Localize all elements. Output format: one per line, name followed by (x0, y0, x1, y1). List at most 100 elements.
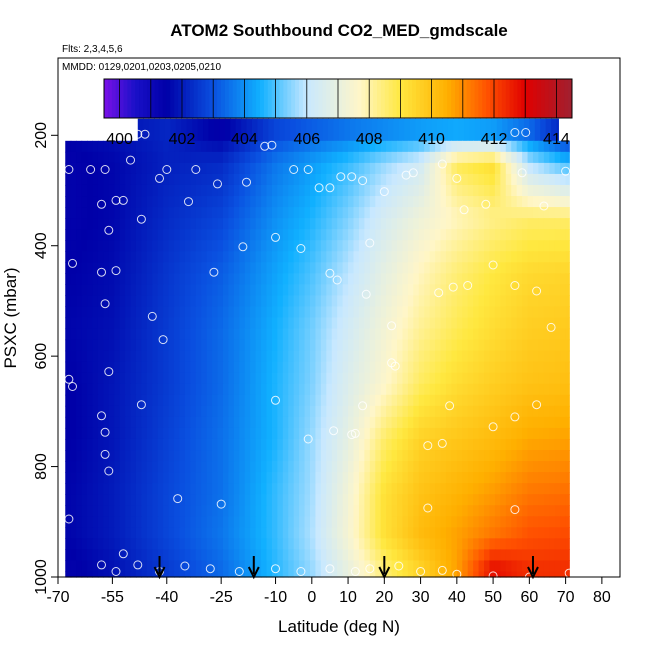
heatmap-cell (309, 560, 317, 573)
heatmap-cell (114, 538, 121, 550)
heatmap-cell (560, 207, 567, 219)
heatmap-cell (315, 549, 322, 562)
heatmap-cell (168, 151, 175, 164)
heatmap-cell (184, 240, 191, 252)
heatmap-cell (456, 295, 463, 308)
heatmap-cell (369, 196, 376, 208)
heatmap-cell (233, 472, 240, 484)
heatmap-cell (114, 306, 121, 319)
heatmap-cell (70, 383, 77, 396)
heatmap-cell (228, 140, 235, 153)
heatmap-cell (494, 372, 501, 385)
heatmap-cell (87, 251, 94, 263)
heatmap-cell (299, 438, 306, 451)
heatmap-cell (163, 405, 170, 418)
heatmap-cell (103, 162, 110, 175)
heatmap-cell (386, 538, 393, 550)
heatmap-cell (473, 494, 480, 506)
heatmap-cell (543, 516, 550, 528)
heatmap-cell (507, 118, 514, 142)
heatmap-cell (435, 328, 442, 341)
heatmap-cell (451, 416, 458, 429)
heatmap-cell (435, 317, 442, 330)
heatmap-cell (266, 262, 273, 274)
heatmap-cell (288, 240, 295, 252)
heatmap-cell (473, 262, 480, 274)
heatmap-cell (141, 317, 148, 330)
heatmap-cell (97, 438, 104, 451)
heatmap-cell (87, 505, 94, 517)
heatmap-cell (168, 450, 175, 462)
heatmap-cell (397, 151, 404, 164)
heatmap-cell (532, 472, 540, 484)
heatmap-cell (65, 416, 72, 429)
heatmap-cell (445, 494, 452, 506)
heatmap-cell (304, 505, 311, 517)
heatmap-cell (353, 505, 360, 517)
heatmap-cell (179, 472, 186, 484)
heatmap-cell (522, 538, 529, 550)
heatmap-cell (141, 472, 148, 484)
heatmap-cell (484, 383, 491, 396)
heatmap-cell (135, 218, 142, 230)
heatmap-cell (65, 450, 72, 462)
heatmap-cell (92, 317, 99, 330)
heatmap-cell (239, 427, 246, 440)
heatmap-cell (277, 483, 284, 495)
heatmap-cell (369, 339, 376, 352)
heatmap-cell (364, 571, 371, 578)
heatmap-cell (320, 162, 327, 175)
heatmap-cell (282, 472, 289, 484)
heatmap-cell (522, 262, 529, 274)
colorbar-segment (295, 79, 300, 118)
heatmap-cell (451, 438, 458, 451)
heatmap-cell (261, 494, 268, 506)
heatmap-cell (135, 339, 142, 352)
heatmap-cell (369, 571, 376, 578)
heatmap-cell (135, 173, 142, 186)
heatmap-cell (135, 416, 142, 429)
heatmap-cell (554, 372, 561, 385)
heatmap-cell (331, 361, 338, 374)
heatmap-cell (353, 450, 360, 462)
heatmap-cell (320, 560, 327, 573)
colorbar-tick-label: 406 (293, 131, 320, 148)
heatmap-cell (326, 549, 333, 562)
heatmap-cell (81, 461, 88, 473)
heatmap-cell (511, 173, 518, 186)
heatmap-cell (554, 229, 561, 241)
heatmap-cell (467, 339, 474, 352)
heatmap-cell (440, 328, 447, 341)
heatmap-cell (337, 295, 344, 308)
heatmap-cell (103, 405, 110, 418)
heatmap-cell (337, 383, 344, 396)
heatmap-cell (418, 505, 425, 517)
heatmap-cell (76, 251, 83, 263)
heatmap-cell (81, 173, 88, 186)
heatmap-cell (108, 317, 115, 330)
heatmap-cell (277, 450, 284, 462)
heatmap-cell (462, 438, 469, 451)
heatmap-cell (163, 317, 170, 330)
heatmap-cell (516, 394, 523, 407)
heatmap-cell (282, 162, 289, 175)
heatmap-cell (233, 306, 240, 319)
heatmap-cell (500, 140, 507, 153)
heatmap-cell (418, 218, 425, 230)
heatmap-cell (353, 339, 360, 352)
heatmap-cell (489, 218, 496, 230)
heatmap-cell (271, 394, 278, 407)
heatmap-cell (206, 560, 213, 573)
heatmap-cell (505, 527, 512, 539)
data-point (111, 567, 121, 576)
heatmap-cell (353, 207, 360, 219)
heatmap-cell (273, 118, 280, 142)
heatmap-cell (484, 461, 491, 473)
heatmap-cell (250, 361, 257, 374)
colorbar-segment (540, 79, 546, 118)
heatmap-cell (250, 527, 257, 539)
heatmap-cell (217, 196, 224, 208)
colorbar-segment (521, 79, 526, 118)
heatmap-cell (163, 328, 170, 341)
heatmap-cell (565, 273, 570, 285)
